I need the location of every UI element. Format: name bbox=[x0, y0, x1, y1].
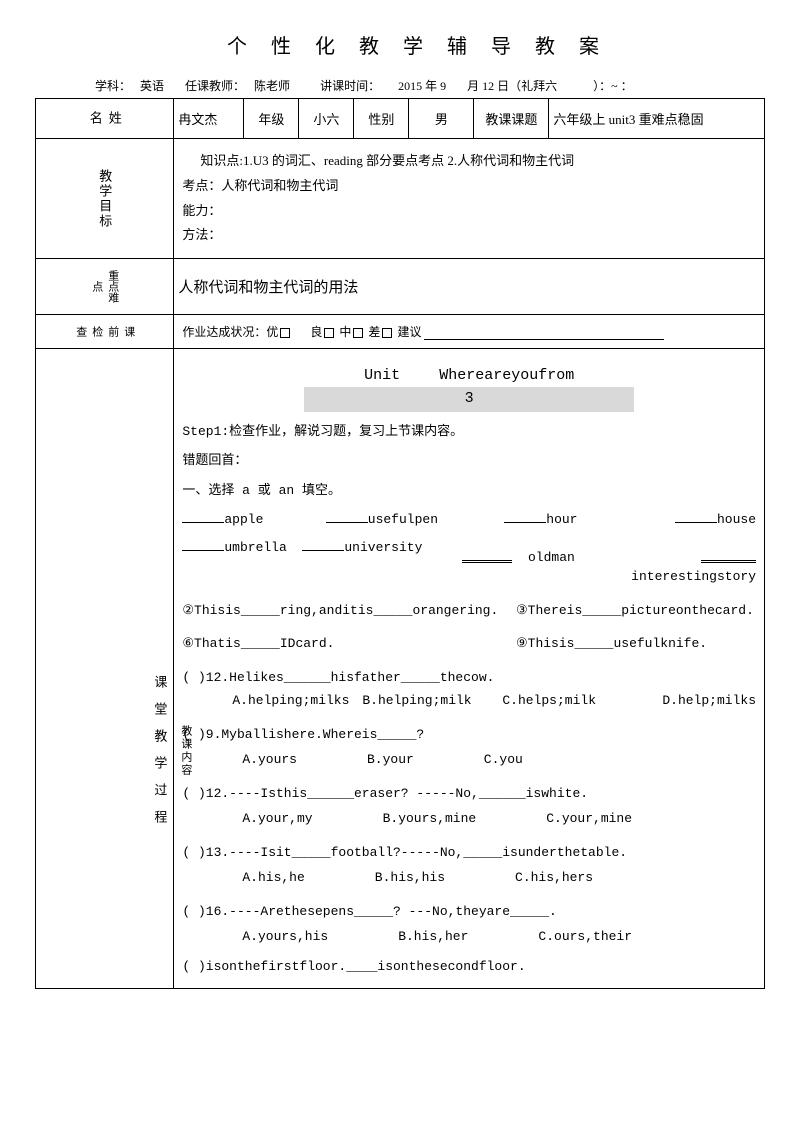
precheck-label: 课前检查 bbox=[36, 315, 174, 349]
doc-title: 个性化教学辅导教案 bbox=[35, 30, 765, 59]
unit-title: Unit Whereareyoufrom bbox=[182, 365, 756, 388]
subject-label: 学科： bbox=[95, 79, 131, 93]
q12a-c: C.helps;milk bbox=[502, 691, 662, 711]
checkbox-icon bbox=[280, 328, 290, 338]
keypoint-row: 重点难点 人称代词和物主代词的用法 bbox=[36, 259, 765, 315]
sent6: ⑥Thatis_____IDcard. bbox=[182, 634, 516, 654]
unit-word: Unit bbox=[364, 365, 400, 388]
fill-row-1: apple usefulpen hour house bbox=[182, 510, 756, 530]
q12b: ( )12.----Isthis______eraser? -----No,__… bbox=[182, 784, 756, 829]
sent9: ⑨Thisis_____usefulknife. bbox=[516, 634, 756, 654]
goals-line3: 能力： bbox=[182, 199, 756, 224]
time-label: 讲课时间： bbox=[320, 79, 380, 93]
checkbox-icon bbox=[382, 328, 392, 338]
info-row: 姓名 冉文杰 年级 小六 性别 男 教课课题 六年级上 unit3 重难点稳固 bbox=[36, 99, 765, 139]
hw-mid: 中 bbox=[339, 325, 351, 339]
keypoint-label: 重点难点 bbox=[36, 259, 174, 315]
sent-row-69: ⑥Thatis_____IDcard. ⑨Thisis_____usefulkn… bbox=[182, 634, 756, 654]
process-label: 课堂教学过程 bbox=[36, 349, 174, 989]
checkbox-icon bbox=[353, 328, 363, 338]
last-line: ( )isonthefirstfloor.____isonthesecondfl… bbox=[182, 957, 756, 977]
q12a-stem: ( )12.Helikes______hisfather_____thecow. bbox=[182, 668, 756, 688]
q12a-d: D.help;milks bbox=[662, 691, 756, 711]
name-label: 姓名 bbox=[36, 99, 174, 139]
goals-line2: 考点：人称代词和物主代词 bbox=[182, 174, 756, 199]
main-table: 姓名 冉文杰 年级 小六 性别 男 教课课题 六年级上 unit3 重难点稳固 … bbox=[35, 98, 765, 989]
unit-num: 3 bbox=[304, 387, 634, 412]
fill2a: umbrella bbox=[224, 540, 286, 555]
checkbox-icon bbox=[324, 328, 334, 338]
fill1c: hour bbox=[546, 512, 577, 527]
inner-label: 教课内容 bbox=[176, 725, 193, 777]
q9-a: A.yours bbox=[242, 750, 297, 770]
q12b-stem: ( )12.----Isthis______eraser? -----No,__… bbox=[182, 784, 756, 804]
hw-suggest: 建议 bbox=[397, 325, 421, 339]
q13-b: B.his,his bbox=[375, 868, 445, 888]
q13: ( )13.----Isit_____football?-----No,____… bbox=[182, 843, 756, 888]
topic-label: 教课课题 bbox=[474, 99, 549, 139]
q12b-c: C.your,mine bbox=[546, 809, 632, 829]
teacher-label: 任课教师： bbox=[185, 79, 245, 93]
q16-c: C.ours,their bbox=[538, 927, 632, 947]
meta-line: 学科： 英语 任课教师： 陈老师 讲课时间： 2015 年 9 月 12 日（礼… bbox=[35, 77, 765, 94]
fill-row-2: umbrella university oldman interestingst… bbox=[182, 538, 756, 587]
fill2c: oldman bbox=[528, 550, 575, 565]
unit-q: Whereareyoufrom bbox=[439, 365, 574, 388]
gender-value: 男 bbox=[409, 99, 474, 139]
q16-a: A.yours,his bbox=[242, 927, 328, 947]
step1: Step1:检查作业，解说习题，复习上节课内容。 bbox=[182, 422, 756, 442]
section1: 一、选择 a 或 an 填空。 bbox=[182, 481, 756, 501]
year: 2015 年 9 bbox=[398, 79, 446, 93]
grade-label: 年级 bbox=[244, 99, 299, 139]
sent-row-23: ②Thisis_____ring,anditis_____orangering.… bbox=[182, 601, 756, 621]
fill2d: interestingstory bbox=[631, 569, 756, 584]
q12a-b: B.helping;milk bbox=[362, 691, 502, 711]
precheck-row: 课前检查 作业达成状况：优 良 中 差 建议 bbox=[36, 315, 765, 349]
q13-a: A.his,he bbox=[242, 868, 304, 888]
hw-bad: 差 bbox=[368, 325, 380, 339]
content-cell: 教课内容 Unit Whereareyoufrom 3 Step1:检查作业，解… bbox=[174, 349, 765, 989]
q16: ( )16.----Arethesepens_____? ---No,theya… bbox=[182, 902, 756, 947]
precheck-cell: 作业达成状况：优 良 中 差 建议 bbox=[174, 315, 765, 349]
tail: ）：~ ： bbox=[593, 79, 633, 93]
gender-label: 性别 bbox=[354, 99, 409, 139]
goals-line1: 知识点:1.U3 的词汇、reading 部分要点考点 2.人称代词和物主代词 bbox=[182, 149, 756, 174]
q12b-a: A.your,my bbox=[242, 809, 312, 829]
q9: ( )9.Myballishere.Whereis_____? A.yours … bbox=[182, 725, 756, 770]
topic-value: 六年级上 unit3 重难点稳固 bbox=[549, 99, 765, 139]
keypoint-text: 人称代词和物主代词的用法 bbox=[174, 259, 765, 315]
goals-line4: 方法： bbox=[182, 223, 756, 248]
fill2b: university bbox=[344, 540, 422, 555]
q9-c: C.you bbox=[484, 750, 523, 770]
q12a-a: A.helping;milks bbox=[182, 691, 362, 711]
subject: 英语 bbox=[140, 79, 164, 93]
q12b-b: B.yours,mine bbox=[383, 809, 477, 829]
suggest-blank bbox=[424, 327, 664, 340]
goals-cell: 知识点:1.U3 的词汇、reading 部分要点考点 2.人称代词和物主代词 … bbox=[174, 139, 765, 259]
q16-stem: ( )16.----Arethesepens_____? ---No,theya… bbox=[182, 902, 756, 922]
q12a: ( )12.Helikes______hisfather_____thecow.… bbox=[182, 668, 756, 711]
sent3: ③Thereis_____pictureonthecard. bbox=[516, 601, 756, 621]
day: 月 12 日（礼拜六 bbox=[467, 79, 557, 93]
teacher: 陈老师 bbox=[254, 79, 290, 93]
q9-b: B.your bbox=[367, 750, 414, 770]
process-row: 课堂教学过程 教课内容 Unit Whereareyoufrom 3 Step1… bbox=[36, 349, 765, 989]
q16-b: B.his,her bbox=[398, 927, 468, 947]
hw-good: 良 bbox=[310, 325, 322, 339]
goals-label: 教学目标 bbox=[36, 139, 174, 259]
hw-prefix: 作业达成状况：优 bbox=[182, 325, 278, 339]
q9-stem: ( )9.Myballishere.Whereis_____? bbox=[182, 725, 756, 745]
name-value: 冉文杰 bbox=[174, 99, 244, 139]
fill1a: apple bbox=[224, 512, 263, 527]
sent2: ②Thisis_____ring,anditis_____orangering. bbox=[182, 601, 516, 621]
q13-stem: ( )13.----Isit_____football?-----No,____… bbox=[182, 843, 756, 863]
review: 错题回首： bbox=[182, 451, 756, 471]
fill1d: house bbox=[717, 512, 756, 527]
q13-c: C.his,hers bbox=[515, 868, 593, 888]
goals-row: 教学目标 知识点:1.U3 的词汇、reading 部分要点考点 2.人称代词和… bbox=[36, 139, 765, 259]
grade-value: 小六 bbox=[299, 99, 354, 139]
fill1b: usefulpen bbox=[368, 512, 438, 527]
